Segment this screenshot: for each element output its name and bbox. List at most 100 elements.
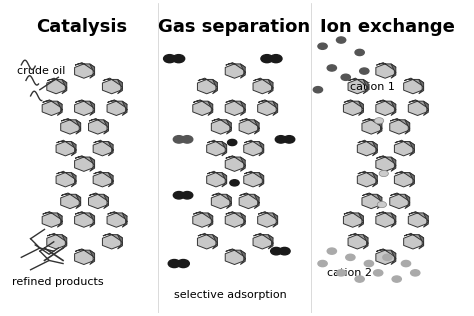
Polygon shape <box>43 100 62 107</box>
Polygon shape <box>244 140 264 147</box>
Polygon shape <box>358 101 364 116</box>
Polygon shape <box>208 101 213 116</box>
Circle shape <box>401 260 410 267</box>
Circle shape <box>341 74 350 80</box>
Polygon shape <box>240 157 245 171</box>
Polygon shape <box>376 63 396 70</box>
Polygon shape <box>253 235 272 249</box>
Circle shape <box>355 49 365 56</box>
Polygon shape <box>56 140 76 147</box>
Polygon shape <box>391 101 396 116</box>
Circle shape <box>173 191 184 199</box>
Polygon shape <box>273 101 278 116</box>
Polygon shape <box>61 193 81 200</box>
Polygon shape <box>93 142 112 156</box>
Polygon shape <box>90 101 95 116</box>
Text: Gas separation: Gas separation <box>158 18 310 36</box>
Polygon shape <box>344 100 364 107</box>
Polygon shape <box>358 171 377 179</box>
Polygon shape <box>56 171 76 179</box>
Polygon shape <box>268 235 273 249</box>
Polygon shape <box>357 142 376 156</box>
Polygon shape <box>240 213 245 227</box>
Polygon shape <box>419 79 424 94</box>
Polygon shape <box>391 157 396 171</box>
Circle shape <box>346 254 355 260</box>
Polygon shape <box>90 213 95 227</box>
Polygon shape <box>240 64 245 78</box>
Polygon shape <box>391 64 396 78</box>
Polygon shape <box>47 78 67 85</box>
Polygon shape <box>254 233 273 240</box>
Polygon shape <box>268 79 273 94</box>
Circle shape <box>374 118 384 124</box>
Polygon shape <box>423 101 428 116</box>
Polygon shape <box>344 212 364 219</box>
Text: cation 1: cation 1 <box>350 82 395 92</box>
Polygon shape <box>89 118 109 126</box>
Circle shape <box>327 65 337 71</box>
Polygon shape <box>222 173 227 187</box>
Circle shape <box>365 260 374 267</box>
Polygon shape <box>74 157 93 171</box>
Polygon shape <box>198 235 216 249</box>
Polygon shape <box>108 173 113 187</box>
Circle shape <box>182 136 193 143</box>
Polygon shape <box>377 194 382 209</box>
Polygon shape <box>56 142 74 156</box>
Polygon shape <box>390 120 408 134</box>
Polygon shape <box>258 101 276 116</box>
Circle shape <box>337 37 346 43</box>
Polygon shape <box>348 78 368 85</box>
Polygon shape <box>75 249 95 256</box>
Polygon shape <box>254 78 273 85</box>
Polygon shape <box>376 157 394 171</box>
Polygon shape <box>259 142 264 156</box>
Circle shape <box>327 248 337 254</box>
Polygon shape <box>102 235 121 249</box>
Polygon shape <box>198 233 218 240</box>
Polygon shape <box>395 140 414 147</box>
Circle shape <box>355 276 365 282</box>
Circle shape <box>168 259 180 268</box>
Polygon shape <box>107 101 126 116</box>
Polygon shape <box>391 213 396 227</box>
Polygon shape <box>362 194 381 209</box>
Polygon shape <box>390 193 410 200</box>
Polygon shape <box>56 173 74 187</box>
Polygon shape <box>409 100 428 107</box>
Polygon shape <box>198 79 216 94</box>
Polygon shape <box>390 194 408 209</box>
Polygon shape <box>259 173 264 187</box>
Polygon shape <box>104 194 109 209</box>
Polygon shape <box>391 250 396 264</box>
Polygon shape <box>57 213 62 227</box>
Polygon shape <box>244 171 264 179</box>
Polygon shape <box>410 142 414 156</box>
Text: refined products: refined products <box>12 277 104 287</box>
Circle shape <box>318 43 327 49</box>
Polygon shape <box>373 142 377 156</box>
Polygon shape <box>207 173 225 187</box>
Polygon shape <box>240 193 259 200</box>
Polygon shape <box>408 213 427 227</box>
Polygon shape <box>363 235 368 249</box>
Polygon shape <box>75 63 95 70</box>
Polygon shape <box>90 250 95 264</box>
Polygon shape <box>94 171 113 179</box>
Polygon shape <box>103 78 122 85</box>
Polygon shape <box>212 193 231 200</box>
Polygon shape <box>193 100 213 107</box>
Polygon shape <box>390 118 410 126</box>
Polygon shape <box>89 193 109 200</box>
Polygon shape <box>394 173 413 187</box>
Polygon shape <box>226 249 245 256</box>
Polygon shape <box>71 173 76 187</box>
Polygon shape <box>89 194 107 209</box>
Polygon shape <box>225 101 244 116</box>
Polygon shape <box>363 79 368 94</box>
Polygon shape <box>226 100 245 107</box>
Polygon shape <box>104 120 109 134</box>
Polygon shape <box>225 213 244 227</box>
Polygon shape <box>108 212 127 219</box>
